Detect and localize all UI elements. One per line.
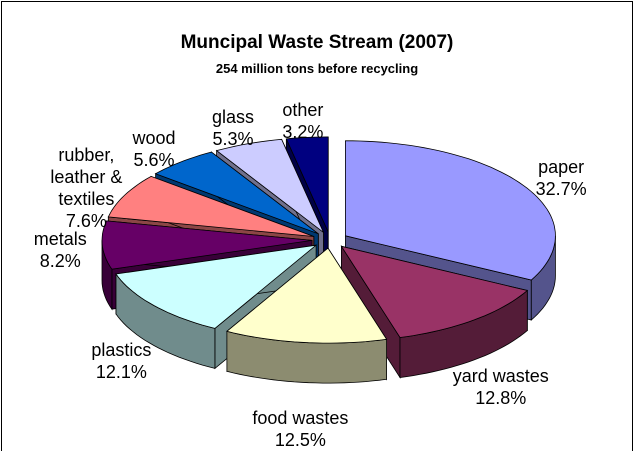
value-label: 7.6% — [65, 211, 107, 232]
chart-subtitle: 254 million tons before recycling — [216, 61, 418, 76]
value-label: 32.7% — [535, 178, 587, 199]
pie-slice — [340, 244, 529, 379]
category-label: plastics — [91, 339, 152, 360]
pie — [101, 136, 556, 384]
slice-top — [285, 136, 329, 233]
category-label: metals — [33, 228, 87, 249]
data-label: food wastes 12.5% — [250, 407, 350, 451]
data-label: yard wastes 12.8% — [451, 365, 551, 409]
data-label: wood 5.6% — [104, 127, 204, 171]
slice-top — [154, 151, 319, 235]
value-label: 8.2% — [39, 250, 81, 271]
value-label: 5.3% — [212, 129, 254, 149]
value-label: 12.8% — [475, 388, 527, 409]
chart-title: Muncipal Waste Stream (2007) — [181, 32, 454, 53]
data-label: metals 8.2% — [10, 228, 110, 272]
category-label: other — [282, 99, 324, 120]
category-label: paper — [538, 156, 585, 177]
category-label: rubber, leather & textiles — [50, 145, 123, 210]
pie-slice — [226, 246, 388, 384]
value-label: 12.5% — [274, 429, 326, 450]
data-label: paper 32.7% — [511, 156, 611, 200]
slice-top — [345, 140, 556, 281]
data-label: rubber, leather & textiles 7.6% — [41, 144, 131, 232]
slice-top — [215, 138, 324, 233]
slice-top — [115, 244, 318, 329]
slice-top — [340, 245, 529, 338]
slice-top — [101, 220, 313, 270]
value-label: 5.6% — [133, 150, 175, 170]
category-label: yard wastes — [452, 366, 549, 387]
data-label: other 3.2% — [253, 99, 353, 143]
data-label: glass 5.3% — [183, 106, 283, 150]
slice-top — [226, 247, 388, 344]
slice-top — [107, 175, 314, 237]
category-label: food wastes — [252, 407, 349, 428]
value-label: 12.1% — [95, 361, 147, 382]
value-label: 3.2% — [282, 121, 324, 142]
category-label: glass — [211, 107, 255, 127]
data-label: plastics 12.1% — [71, 339, 171, 383]
category-label: wood — [132, 128, 176, 148]
